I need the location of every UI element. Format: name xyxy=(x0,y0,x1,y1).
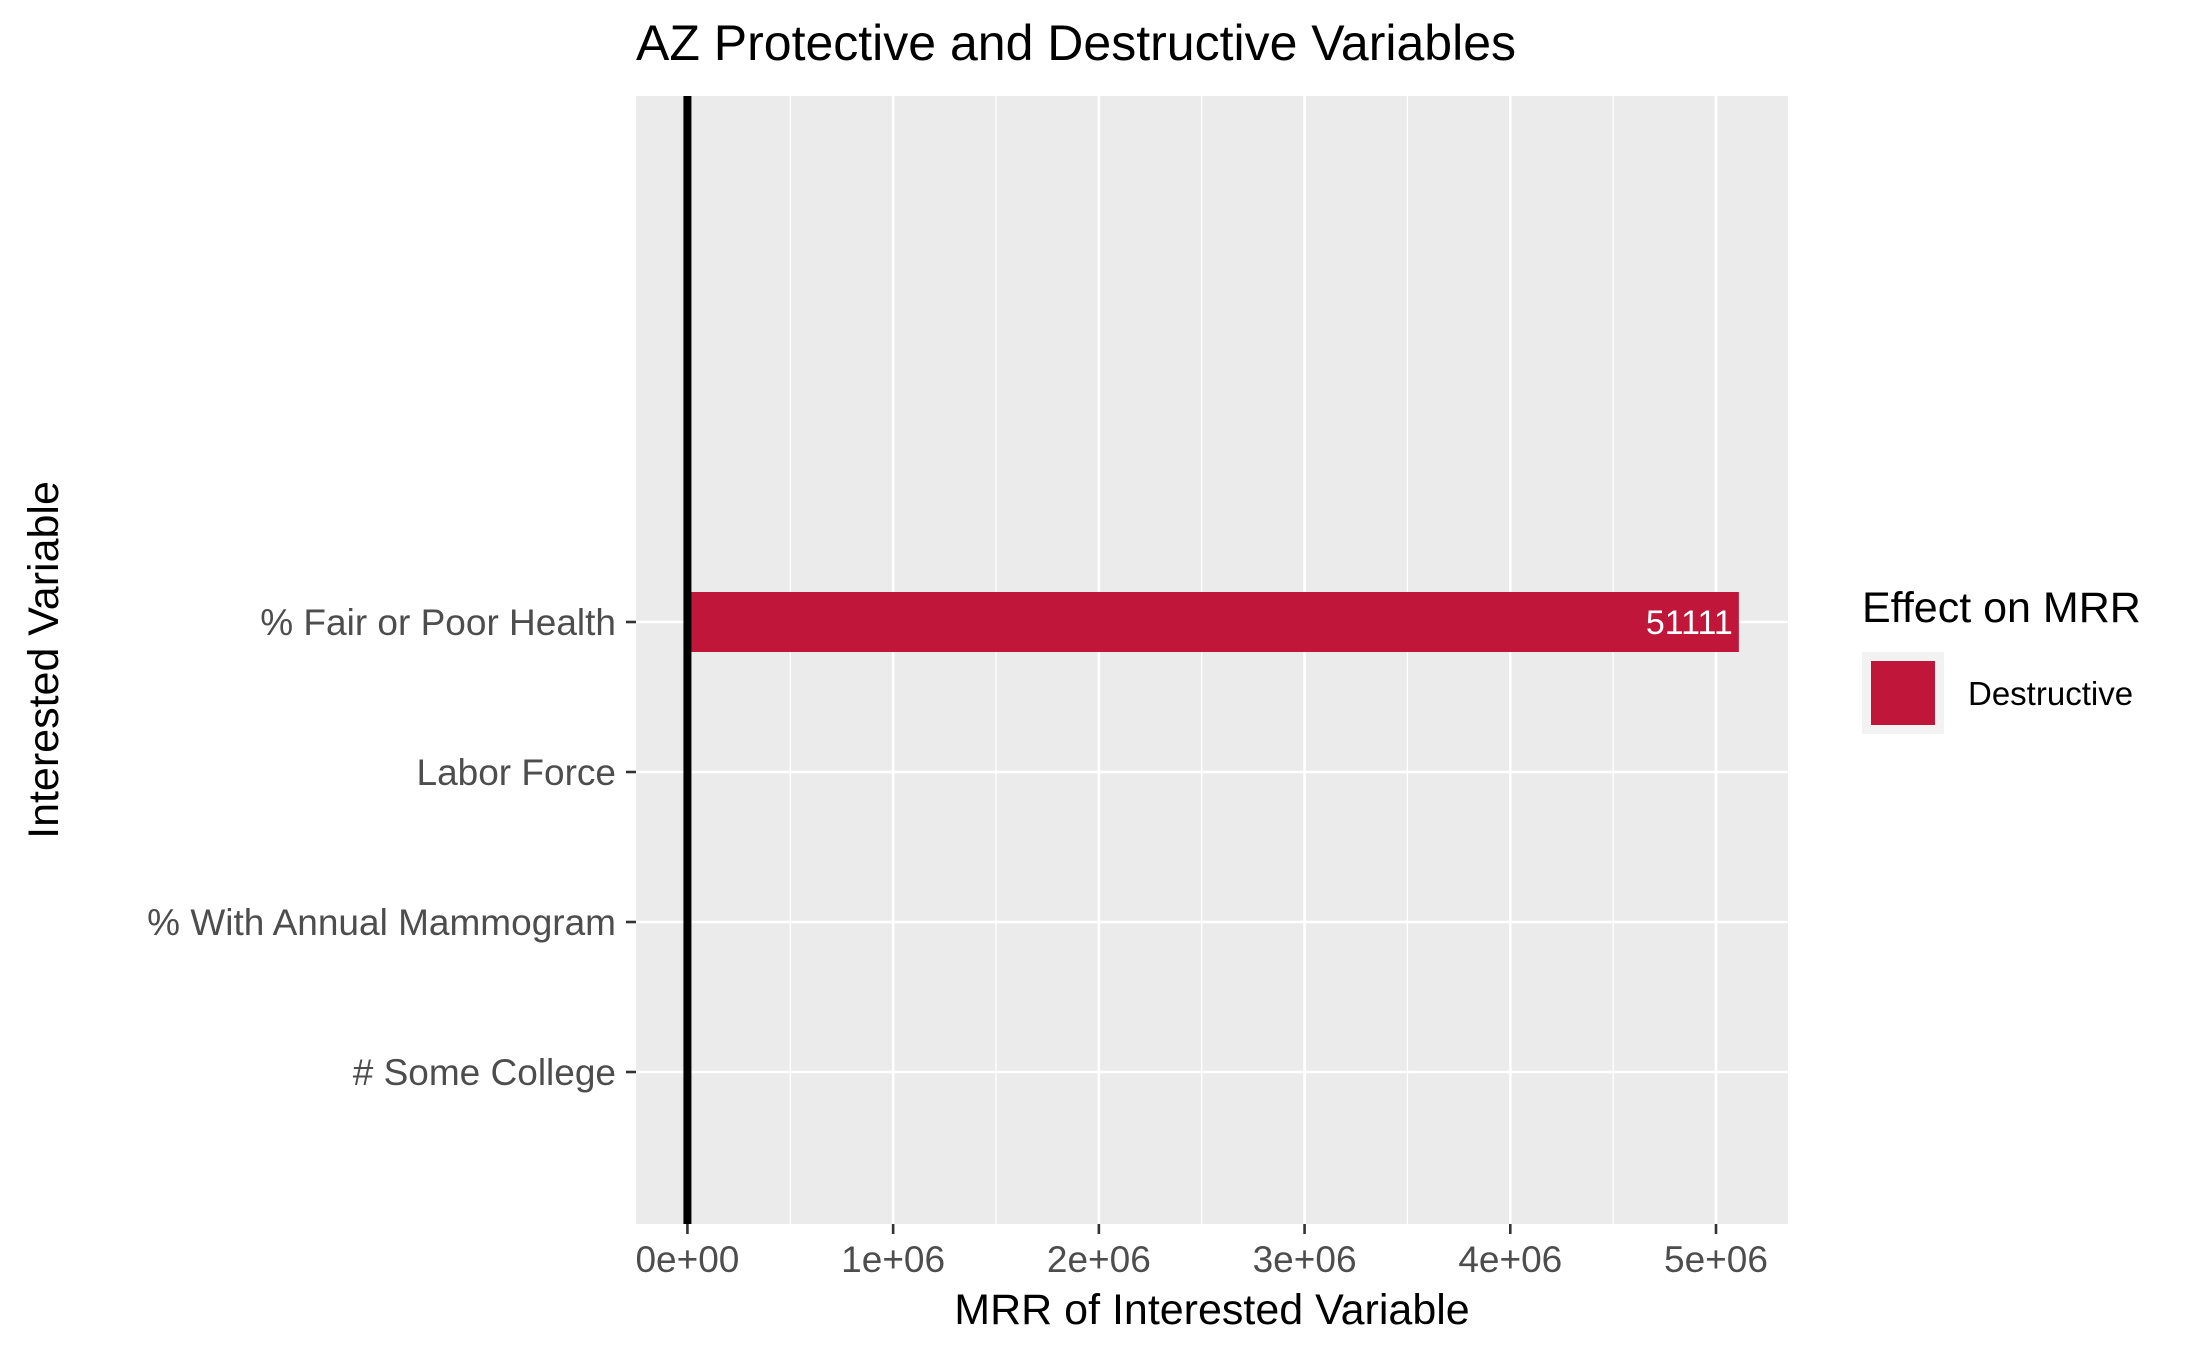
x-tick-label: 5e+06 xyxy=(1664,1239,1768,1280)
y-tick-label: % With Annual Mammogram xyxy=(147,902,616,943)
bar-value-label: 51111 xyxy=(1646,604,1733,642)
plot-panel xyxy=(636,96,1788,1224)
x-tick-label: 3e+06 xyxy=(1253,1239,1357,1280)
legend-entries: Destructive xyxy=(1862,652,2133,734)
legend-title: Effect on MRR xyxy=(1862,584,2141,632)
x-tick-label: 4e+06 xyxy=(1458,1239,1562,1280)
y-tick-label: # Some College xyxy=(353,1052,616,1093)
legend-swatch xyxy=(1871,661,1935,725)
y-tick-label: Labor Force xyxy=(417,752,617,793)
x-tick-label: 0e+00 xyxy=(635,1239,739,1280)
y-axis-ticks: % Fair or Poor Health Labor Force % With A… xyxy=(147,602,636,1093)
legend: Effect on MRR Destructive xyxy=(1862,584,2141,734)
x-tick-label: 1e+06 xyxy=(841,1239,945,1280)
bar-labels: 51111 xyxy=(1646,604,1733,642)
bars xyxy=(687,592,1739,652)
x-tick-label: 2e+06 xyxy=(1047,1239,1151,1280)
y-tick-label: % Fair or Poor Health xyxy=(260,602,616,643)
x-axis-ticks: 0e+00 1e+06 2e+06 3e+06 4e+06 5e+06 xyxy=(635,1224,1768,1280)
legend-label: Destructive xyxy=(1968,675,2133,712)
bar xyxy=(687,592,1739,652)
chart-title: AZ Protective and Destructive Variables xyxy=(636,15,1516,71)
y-axis-title: Interested Variable xyxy=(20,481,68,839)
x-axis-title: MRR of Interested Variable xyxy=(954,1286,1469,1334)
